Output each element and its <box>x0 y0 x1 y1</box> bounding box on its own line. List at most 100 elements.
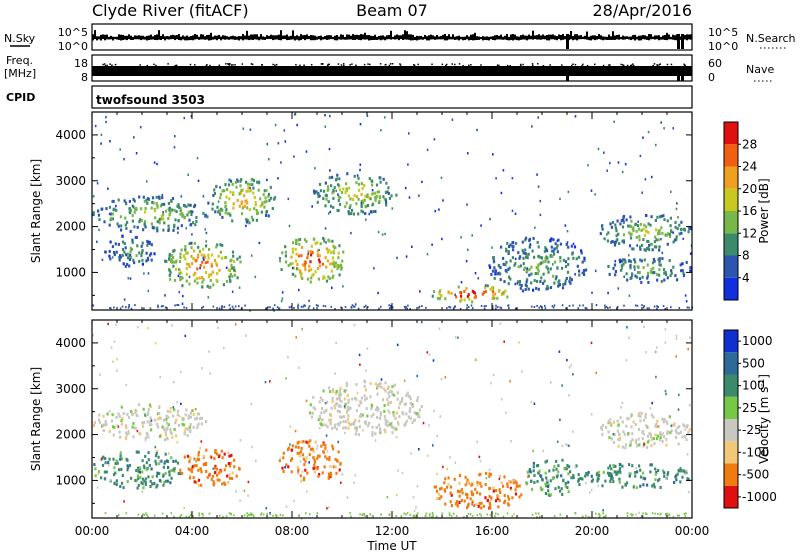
echo-cell <box>336 422 339 426</box>
scatter-cell <box>326 507 328 510</box>
echo-cell <box>524 288 527 291</box>
echo-cell <box>655 228 658 232</box>
echo-cell <box>197 453 200 457</box>
freq-trace-dot <box>509 64 511 67</box>
scatter-cell <box>664 389 667 393</box>
cpid-panel: CPID twofsound 3503 <box>6 85 693 109</box>
scatter-cell <box>147 289 150 293</box>
echo-cell <box>673 238 677 242</box>
noise-trace-bar <box>302 35 304 40</box>
echo-cell <box>613 420 616 424</box>
freq-trace-dot <box>632 64 635 67</box>
echo-cell <box>360 182 363 186</box>
noise-trace-bar <box>352 34 354 41</box>
noise-trace-bar <box>220 36 222 41</box>
freq-trace-dot <box>228 63 230 65</box>
noise-trace-bar <box>558 34 560 40</box>
echo-cell <box>502 256 505 260</box>
echo-cell <box>200 483 203 487</box>
freq-trace-dot <box>570 64 573 67</box>
echo-cell <box>358 419 361 423</box>
echo-cell <box>112 199 115 203</box>
scatter-cell <box>247 494 249 497</box>
echo-cell <box>166 427 169 431</box>
echo-cell <box>609 222 612 226</box>
echo-cell <box>598 474 601 477</box>
echo-cell <box>609 480 612 483</box>
echo-cell <box>355 202 358 206</box>
scatter-cell <box>324 402 327 405</box>
echo-region <box>525 458 584 497</box>
colorbar-swatch <box>724 463 738 486</box>
echo-cell <box>264 196 267 200</box>
echo-cell <box>316 200 319 204</box>
freq-trace-dot <box>230 64 233 66</box>
echo-cell <box>677 468 680 472</box>
scatter-cell <box>651 401 653 405</box>
echo-cell <box>580 249 583 253</box>
ground-cell <box>130 307 133 310</box>
noise-trace-bar <box>304 35 306 41</box>
echo-cell <box>319 422 322 426</box>
echo-cell <box>392 410 395 414</box>
echo-cell <box>147 458 150 462</box>
freq-trace-dot <box>684 64 686 67</box>
echo-cell <box>351 422 354 426</box>
echo-cell <box>126 468 129 472</box>
ground-cell <box>192 515 194 518</box>
noise-trace-bar <box>654 35 656 40</box>
echo-cell <box>385 200 388 204</box>
echo-cell <box>259 204 262 208</box>
scatter-cell <box>109 479 112 482</box>
scatter-cell <box>500 191 503 195</box>
echo-cell <box>309 260 312 264</box>
echo-cell <box>147 411 150 415</box>
echo-cell <box>181 284 184 288</box>
ground-cell <box>683 512 686 515</box>
colorbar-swatch <box>724 396 738 419</box>
noise-trace-bar <box>282 35 284 40</box>
echo-cell <box>519 255 522 259</box>
ground-cell <box>646 307 649 310</box>
freq-trace-dot <box>114 63 117 66</box>
ground-cell <box>499 306 502 309</box>
x-tick-label: 00:00 <box>75 524 110 538</box>
scatter-cell <box>308 461 310 464</box>
echo-cell <box>354 426 357 430</box>
echo-cell <box>670 230 673 234</box>
echo-cell <box>355 409 358 413</box>
echo-cell <box>254 203 257 207</box>
noise-trace-bar <box>336 35 338 41</box>
ground-cell <box>403 305 406 308</box>
echo-cell <box>644 229 648 233</box>
noise-trace-bar <box>520 35 522 40</box>
noise-trace-bar <box>554 35 556 40</box>
echo-cell <box>367 424 370 428</box>
noise-trace-bar <box>334 35 336 41</box>
echo-cell <box>479 481 482 485</box>
echo-cell <box>202 211 205 215</box>
ground-cell <box>467 306 470 308</box>
noise-trace-bar <box>204 36 206 40</box>
echo-cell <box>210 477 213 481</box>
echo-cell <box>347 398 350 402</box>
echo-cell <box>507 282 510 286</box>
scatter-cell <box>432 359 435 362</box>
echo-cell <box>216 243 219 247</box>
ground-cell <box>238 305 240 308</box>
echo-cell <box>309 250 313 254</box>
ground-cell <box>160 305 163 308</box>
echo-cell <box>459 291 462 294</box>
scatter-cell <box>395 493 398 497</box>
scatter-cell <box>564 224 567 227</box>
echo-cell <box>125 253 128 257</box>
echo-cell <box>101 207 104 211</box>
echo-cell <box>556 266 559 270</box>
noise-trace-bar <box>618 34 620 40</box>
echo-cell <box>203 253 206 257</box>
freq-trace-dot <box>608 64 610 66</box>
scatter-cell <box>380 378 383 381</box>
noise-trace-bar <box>636 36 638 40</box>
ground-cell <box>448 514 451 516</box>
echo-cell <box>390 194 393 198</box>
